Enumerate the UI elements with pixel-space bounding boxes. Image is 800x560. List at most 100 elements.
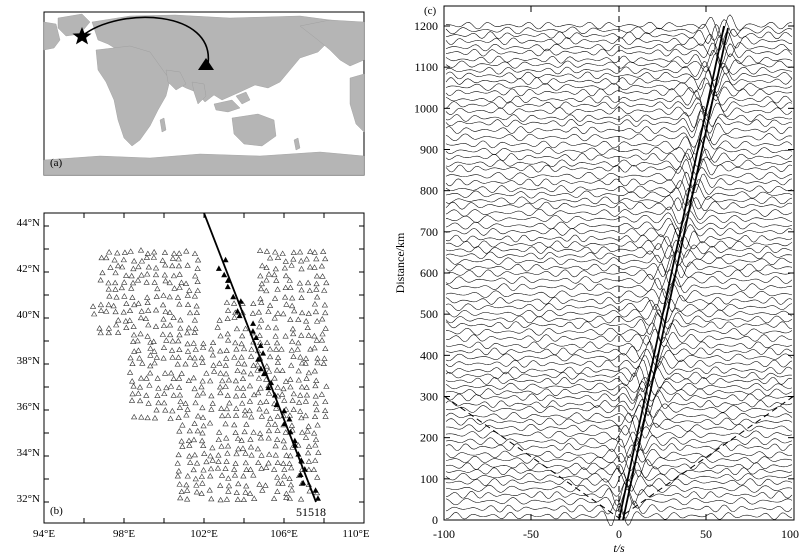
panel-c-seismic-section: (c) Distance/km t/s -100 -50 0 50 100 0 1… [393, 5, 799, 555]
x-tick-label: 94°E [33, 528, 55, 540]
seismic-trace [445, 431, 793, 451]
triangle-open-icon [287, 383, 294, 390]
triangle-open-icon [97, 276, 104, 283]
triangle-open-icon [233, 450, 240, 457]
triangle-open-icon [138, 308, 145, 314]
triangle-open-icon [115, 317, 122, 323]
triangle-open-icon [302, 355, 310, 361]
triangle-filled-icon [268, 379, 275, 386]
triangle-open-icon [280, 385, 287, 392]
triangle-open-icon [198, 354, 205, 361]
triangle-open-icon [134, 277, 142, 283]
seismic-trace [445, 425, 793, 447]
triangle-open-icon [322, 309, 329, 316]
triangle-open-icon [194, 287, 201, 294]
triangle-open-icon [224, 392, 231, 398]
triangle-open-icon [176, 250, 183, 256]
triangle-open-icon [257, 385, 264, 391]
triangle-open-icon [313, 272, 321, 279]
triangle-open-icon [194, 392, 201, 398]
triangle-open-icon [241, 360, 248, 367]
triangle-open-icon [290, 390, 297, 397]
seismic-trace [445, 152, 793, 176]
triangle-open-icon [263, 339, 271, 346]
triangle-open-icon [256, 323, 263, 330]
triangle-open-icon [178, 438, 185, 444]
triangle-open-icon [311, 413, 319, 419]
triangle-open-icon [222, 465, 229, 471]
triangle-open-icon [323, 279, 330, 286]
triangle-open-icon [112, 279, 119, 286]
triangle-open-icon [266, 254, 274, 261]
triangle-open-icon [199, 480, 206, 486]
triangle-open-icon [128, 397, 136, 403]
triangle-open-icon [240, 496, 247, 503]
triangle-open-icon [296, 248, 304, 255]
triangle-open-icon [176, 271, 183, 277]
triangle-open-icon [192, 475, 199, 482]
triangle-open-icon [232, 412, 240, 418]
triangle-open-icon [121, 279, 128, 285]
triangle-open-icon [136, 355, 143, 361]
triangle-open-icon [144, 299, 151, 305]
triangle-open-icon [166, 309, 173, 315]
triangle-open-icon [143, 254, 150, 260]
triangle-filled-icon [265, 384, 272, 391]
triangle-open-icon [243, 421, 250, 427]
triangle-open-icon [171, 285, 178, 291]
triangle-open-icon [191, 451, 198, 458]
triangle-open-icon [112, 286, 119, 292]
x-tick-label: 98°E [113, 528, 135, 540]
triangle-open-icon [222, 420, 229, 427]
triangle-open-icon [103, 308, 110, 314]
panel-b-frame [43, 212, 365, 524]
triangle-open-icon [238, 354, 245, 360]
triangle-open-icon [174, 460, 181, 466]
triangle-open-icon [265, 308, 272, 314]
triangle-open-icon [257, 295, 264, 302]
triangle-open-icon [169, 338, 176, 344]
triangle-open-icon [154, 375, 161, 381]
seismic-trace [445, 34, 793, 58]
triangle-open-icon [297, 408, 304, 414]
triangle-open-icon [319, 315, 326, 322]
triangle-open-icon [178, 488, 185, 495]
triangle-open-icon [256, 405, 263, 412]
triangle-open-icon [168, 347, 176, 353]
triangle-open-icon [184, 406, 191, 412]
triangle-open-icon [219, 412, 226, 419]
triangle-open-icon [263, 464, 270, 470]
triangle-open-icon [304, 428, 311, 434]
x-axis-title: t/s [613, 541, 625, 555]
seismic-trace [445, 303, 793, 324]
triangle-open-icon [182, 360, 189, 367]
triangle-open-icon [321, 355, 328, 361]
triangle-open-icon [270, 495, 278, 501]
y-tick-label: 38°N [17, 355, 40, 367]
triangle-open-icon [275, 480, 282, 486]
triangle-open-icon [152, 264, 160, 271]
triangle-open-icon [278, 346, 285, 352]
triangle-open-icon [130, 265, 137, 272]
triangle-open-icon [121, 249, 129, 255]
triangle-open-icon [176, 404, 184, 410]
triangle-open-icon [209, 351, 216, 358]
triangle-open-icon [319, 330, 326, 337]
triangle-open-icon [311, 430, 318, 436]
triangle-open-icon [186, 354, 194, 361]
triangle-open-icon [263, 287, 270, 294]
triangle-open-icon [280, 310, 287, 317]
triangle-open-icon [186, 309, 194, 316]
triangle-open-icon [248, 346, 255, 352]
seismic-trace [445, 328, 793, 348]
triangle-open-icon [175, 262, 183, 269]
triangle-open-icon [242, 459, 249, 466]
triangle-open-icon [240, 385, 247, 391]
triangle-open-icon [193, 460, 201, 466]
triangle-open-icon [215, 436, 222, 443]
triangle-open-icon [199, 429, 206, 436]
triangle-open-icon [143, 375, 150, 381]
triangle-open-icon [312, 442, 319, 448]
triangle-open-icon [250, 300, 257, 307]
